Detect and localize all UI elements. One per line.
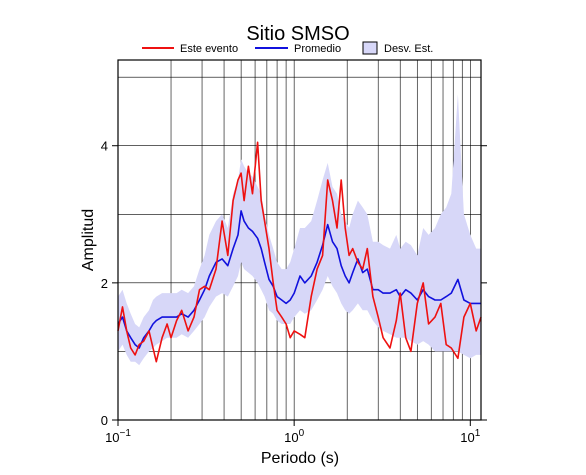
legend-label-promedio: Promedio bbox=[294, 43, 341, 55]
ticks: 0 2 4 10−1 100 101 bbox=[101, 139, 487, 445]
x-axis-label: Periodo (s) bbox=[261, 450, 339, 467]
legend-label-desv-est: Desv. Est. bbox=[384, 43, 433, 55]
y-tick-label: 4 bbox=[101, 139, 108, 154]
chart-title: Sitio SMSO bbox=[246, 23, 349, 45]
x-tick-label: 101 bbox=[460, 428, 480, 445]
y-tick-label: 2 bbox=[101, 276, 108, 291]
std-band-layer bbox=[118, 94, 481, 366]
series-line-promedio bbox=[117, 210, 481, 349]
series-lines bbox=[117, 141, 482, 363]
x-tick-label: 10−1 bbox=[105, 428, 131, 445]
std-band-area bbox=[118, 94, 481, 366]
y-axis-label: Amplitud bbox=[80, 209, 97, 271]
axes-frame bbox=[117, 59, 482, 421]
plot-frame bbox=[117, 59, 482, 421]
x-tick-label: 100 bbox=[284, 428, 304, 445]
legend-label-este-evento: Este evento bbox=[180, 43, 238, 55]
series-line-este-evento bbox=[117, 141, 482, 363]
y-tick-label: 0 bbox=[101, 413, 108, 428]
legend: Este evento Promedio Desv. Est. bbox=[142, 41, 433, 55]
legend-swatch-desv-est bbox=[362, 41, 378, 55]
